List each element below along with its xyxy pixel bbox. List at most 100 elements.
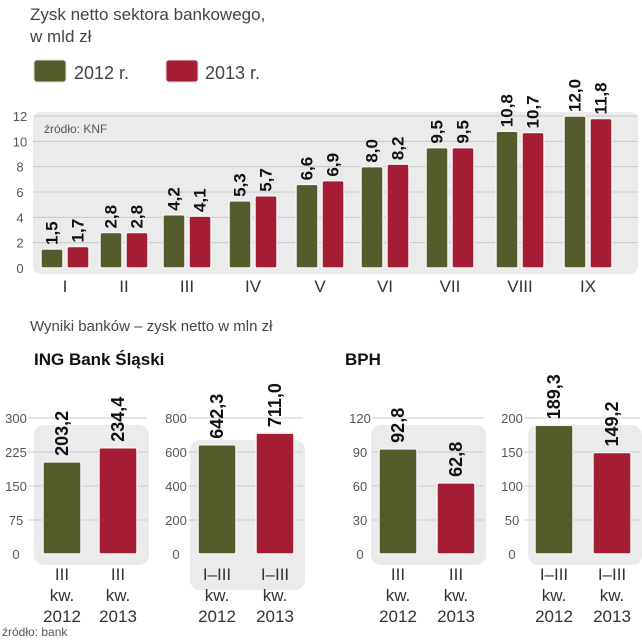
x-tick-label: kw. <box>600 586 625 605</box>
bank-name: BPH <box>345 350 381 369</box>
x-tick-label: VI <box>377 277 393 296</box>
y-tick-label: 30 <box>353 513 367 528</box>
y-tick-label: 0 <box>356 547 363 562</box>
y-tick-label: 300 <box>5 411 27 426</box>
data-label: 234,4 <box>108 397 128 442</box>
bar-2013 <box>255 432 295 555</box>
bar-2012 <box>378 448 418 555</box>
data-label: 6,9 <box>324 153 343 177</box>
y-tick-label: 2 <box>16 236 23 251</box>
y-tick-label: 50 <box>505 513 519 528</box>
bar-2013 <box>592 451 632 555</box>
chart-title: Zysk netto sektora bankowego, <box>30 5 265 24</box>
bar-2013 <box>589 117 613 269</box>
bar-2013 <box>436 482 476 555</box>
bar-2013 <box>66 245 90 269</box>
source-label: źródło: KNF <box>44 122 107 136</box>
data-label: 11,8 <box>592 82 611 114</box>
bar-2012 <box>197 444 237 555</box>
legend-label-2013: 2013 r. <box>205 63 260 83</box>
bar-2013 <box>386 163 410 269</box>
x-tick-label: VII <box>440 277 461 296</box>
legend-swatch-2012 <box>33 59 67 83</box>
bar-2013 <box>125 231 149 269</box>
y-tick-label: 150 <box>501 445 523 460</box>
x-tick-label: kw. <box>106 586 131 605</box>
bar-2013 <box>451 146 475 269</box>
bar-2012 <box>40 248 64 269</box>
x-tick-label: 2012 <box>379 607 417 626</box>
bar-2012 <box>162 214 186 269</box>
bar-2013 <box>188 215 212 269</box>
y-tick-label: 0 <box>508 547 515 562</box>
data-label: 10,7 <box>524 95 543 128</box>
x-tick-label: kw. <box>444 586 469 605</box>
legend-swatch-2013 <box>165 59 199 83</box>
x-tick-label: 2013 <box>99 607 137 626</box>
x-tick-label: IV <box>245 277 262 296</box>
data-label: 9,5 <box>428 120 447 144</box>
y-tick-label: 200 <box>501 411 523 426</box>
data-label: 2,8 <box>128 205 147 229</box>
data-label: 1,7 <box>69 219 88 243</box>
data-label: 12,0 <box>566 79 585 112</box>
y-tick-label: 0 <box>12 547 19 562</box>
x-tick-label: 2012 <box>43 607 81 626</box>
y-tick-label: 6 <box>16 185 23 200</box>
x-tick-label: 2013 <box>256 607 294 626</box>
x-tick-label: V <box>314 277 326 296</box>
bar-2012 <box>360 165 384 269</box>
x-tick-label: I–III <box>261 565 289 584</box>
x-tick-label: III <box>180 277 194 296</box>
y-tick-label: 60 <box>353 479 367 494</box>
x-tick-label: kw. <box>205 586 230 605</box>
y-tick-label: 120 <box>349 411 371 426</box>
x-tick-label: III <box>55 565 69 584</box>
x-tick-label: kw. <box>263 586 288 605</box>
data-label: 189,3 <box>544 374 564 419</box>
bar-2013 <box>98 446 138 555</box>
y-tick-label: 0 <box>172 547 179 562</box>
y-tick-label: 100 <box>501 479 523 494</box>
data-label: 62,8 <box>446 442 466 477</box>
y-tick-label: 800 <box>165 411 187 426</box>
bar-2012 <box>495 130 519 269</box>
data-label: 711,0 <box>265 383 285 427</box>
data-label: 5,3 <box>231 173 250 197</box>
x-tick-label: 2013 <box>593 607 631 626</box>
data-label: 8,2 <box>389 136 408 160</box>
bank-name: ING Bank Śląski <box>34 350 164 369</box>
y-tick-label: 8 <box>16 160 23 175</box>
chart-subtitle: w mld zł <box>29 27 92 46</box>
y-tick-label: 12 <box>13 109 27 124</box>
x-tick-label: III <box>391 565 405 584</box>
data-label: 2,8 <box>102 205 121 229</box>
data-label: 642,3 <box>207 394 227 439</box>
y-tick-label: 75 <box>9 513 23 528</box>
y-tick-label: 0 <box>16 261 23 276</box>
y-tick-label: 225 <box>5 445 27 460</box>
bar-2013 <box>321 179 345 269</box>
x-tick-label: I–III <box>203 565 231 584</box>
y-tick-label: 600 <box>165 445 187 460</box>
x-tick-label: I <box>63 277 68 296</box>
bar-2012 <box>534 424 574 555</box>
bar-2012 <box>42 461 82 555</box>
y-tick-label: 150 <box>5 479 27 494</box>
x-tick-label: VIII <box>507 277 533 296</box>
y-tick-label: 10 <box>13 134 27 149</box>
data-label: 8,0 <box>363 139 382 163</box>
x-tick-label: IX <box>580 277 596 296</box>
x-tick-label: 2012 <box>535 607 573 626</box>
x-tick-label: II <box>119 277 128 296</box>
x-tick-label: kw. <box>542 586 567 605</box>
data-label: 203,2 <box>52 411 72 456</box>
y-tick-label: 90 <box>353 445 367 460</box>
bar-2012 <box>425 146 449 269</box>
x-tick-label: 2012 <box>198 607 236 626</box>
legend-label-2012: 2012 r. <box>74 63 129 83</box>
x-tick-label: 2013 <box>437 607 475 626</box>
x-tick-label: III <box>111 565 125 584</box>
